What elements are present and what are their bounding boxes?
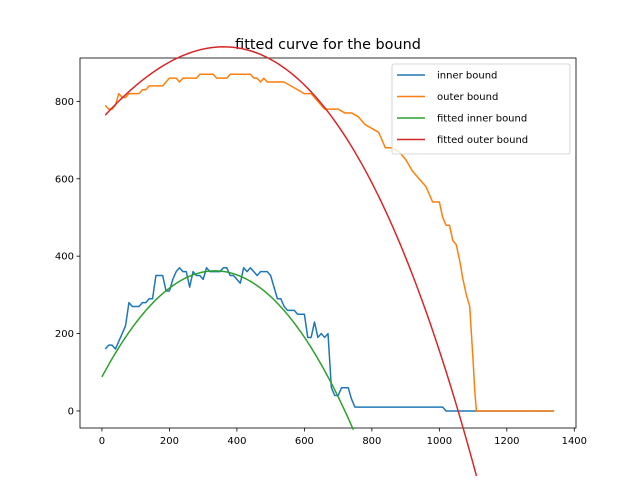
- x-tick-label: 600: [295, 436, 314, 447]
- x-tick-label: 800: [362, 436, 381, 447]
- legend-label-fitted-outer-bound: fitted outer bound: [437, 135, 528, 146]
- x-tick-label: 200: [160, 436, 179, 447]
- y-axis: 0 200 400 600 800: [55, 97, 80, 417]
- legend: inner bound outer bound fitted inner bound…: [391, 63, 571, 155]
- fitted-inner-bound-line: [101, 270, 354, 431]
- axes-frame: [79, 57, 577, 429]
- y-tick-label: 800: [55, 97, 74, 108]
- legend-label-inner-bound: inner bound: [437, 71, 497, 82]
- series-layer: [101, 46, 555, 477]
- y-tick-label: 400: [55, 252, 74, 263]
- outer-bound-line: [104, 73, 555, 412]
- x-tick-label: 1000: [427, 436, 452, 447]
- fitted-outer-bound-line: [104, 46, 478, 477]
- inner-bound-line: [104, 267, 555, 412]
- x-tick-label: 400: [227, 436, 246, 447]
- x-tick-label: 0: [99, 436, 105, 447]
- x-axis: 0 200 400 600 800 1000 1200 1400: [99, 428, 587, 447]
- x-tick-label: 1400: [562, 436, 587, 447]
- chart-title: fitted curve for the bound: [235, 37, 421, 53]
- y-tick-label: 0: [68, 406, 74, 417]
- plot-area: [79, 57, 577, 429]
- x-tick-label: 1200: [494, 436, 519, 447]
- legend-label-outer-bound: outer bound: [437, 92, 498, 103]
- y-tick-label: 600: [55, 174, 74, 185]
- y-tick-label: 200: [55, 329, 74, 340]
- legend-label-fitted-inner-bound: fitted inner bound: [437, 114, 527, 125]
- legend-box: [391, 63, 571, 155]
